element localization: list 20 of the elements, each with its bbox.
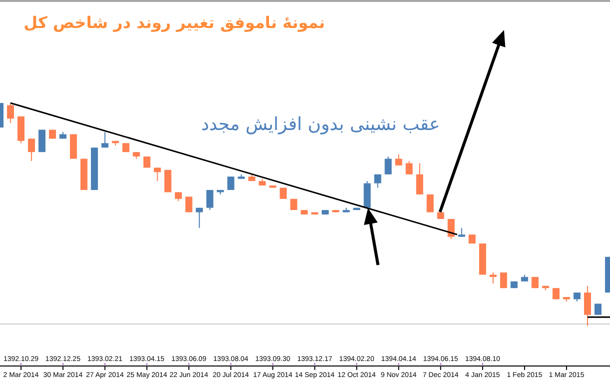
candlestick <box>227 176 234 190</box>
candlestick <box>416 162 424 195</box>
candlestick <box>406 160 413 175</box>
candlestick <box>584 285 592 326</box>
candlestick <box>154 167 161 182</box>
candlestick <box>426 194 434 213</box>
candlestick <box>28 138 35 162</box>
candlestick <box>196 207 203 228</box>
candlestick <box>395 154 402 166</box>
candlestick <box>374 174 382 188</box>
candlestick <box>594 303 602 316</box>
candlestick <box>206 189 214 211</box>
chart-title: نمونهٔ ناموفق تغییر روند در شاخص کل <box>24 13 325 32</box>
annotation: عقب نشینی بدون افزایش مجدد <box>201 114 440 135</box>
candlestick <box>490 272 497 284</box>
candlestick <box>384 156 392 175</box>
candlestick <box>185 196 192 213</box>
candlestick <box>101 131 108 148</box>
candlestick <box>280 187 287 200</box>
candlestick <box>6 102 14 124</box>
